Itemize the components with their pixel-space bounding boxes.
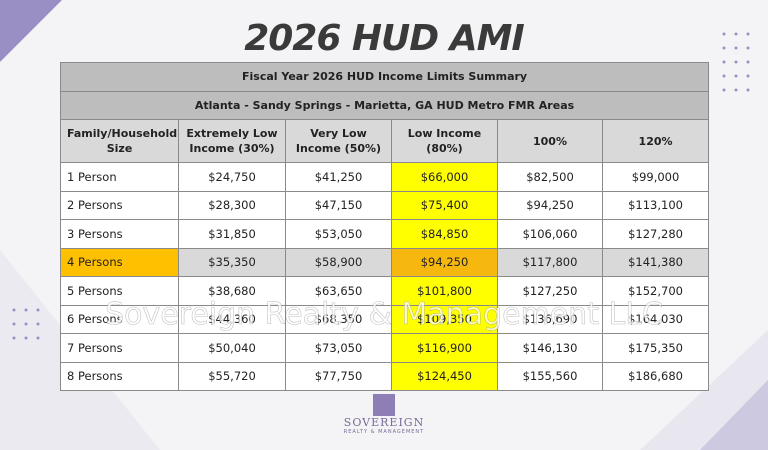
cell: $94,250 [497,190,603,220]
row-label: 7 Persons [60,333,179,363]
row-label: 3 Persons [60,219,179,249]
cell: $113,100 [601,190,710,220]
cell: $66,000 [391,162,498,192]
data-row: 8 Persons $55,720 $77,750 $124,450 $155,560 $… [60,361,710,391]
column-header: Family/Household Size [60,119,179,163]
row-label: 4 Persons [60,247,179,277]
corner-triangle [0,0,62,62]
cell: $164,030 [601,304,710,334]
row-label: 8 Persons [60,361,179,391]
cell: $155,560 [497,361,603,391]
row-label: 5 Persons [60,276,179,306]
row-label: 6 Persons [60,304,179,334]
data-row: 2 Persons $28,300 $47,150 $75,400 $94,250 $11… [60,190,710,220]
cell: $175,350 [601,333,710,363]
cell: $116,900 [391,333,498,363]
cell: $73,050 [285,333,392,363]
row-label: 1 Person [60,162,179,192]
caption-row: Atlanta - Sandy Springs - Marietta, GA H… [59,90,710,120]
cell: $94,250 [391,247,498,277]
cell: $75,400 [391,190,498,220]
cell: $31,850 [178,219,286,249]
cell: $186,680 [601,361,710,391]
cell: $50,040 [178,333,286,363]
column-header: Extremely Low Income (30%) [178,119,286,163]
cell: $38,680 [178,276,286,306]
cell: $28,300 [178,190,286,220]
cell: $152,700 [601,276,710,306]
cell: $146,130 [497,333,603,363]
data-row: 5 Persons $38,680 $63,650 $101,800 $127,250 $… [60,276,710,306]
cell: $35,350 [178,247,286,277]
cell: $77,750 [285,361,392,391]
cell: $106,060 [497,219,603,249]
data-row: 1 Person $24,750 $41,250 $66,000 $82,500 $99,… [60,162,710,192]
cell: $117,800 [497,247,603,277]
dot-pattern [12,32,750,340]
cell: $53,050 [285,219,392,249]
cell: $136,690 [497,304,603,334]
cell: $99,000 [601,162,710,192]
logo-tagline: REALTY & MANAGEMENT [343,429,425,435]
cell: $101,800 [391,276,498,306]
cell: $41,250 [285,162,392,192]
column-header: 120% [601,119,710,163]
cell: $127,280 [601,219,710,249]
cell: $63,650 [285,276,392,306]
column-header: 100% [497,119,603,163]
income-table: Fiscal Year 2026 HUD Income Limits Summa… [59,62,710,391]
cell: $24,750 [178,162,286,192]
data-row: 6 Persons $44,360 $68,350 $109,350 $136,690 $… [60,304,710,334]
data-row: 7 Persons $50,040 $73,050 $116,900 $146,130 $… [60,333,710,363]
table-caption: Fiscal Year 2026 HUD Income Limits Summa… [59,62,710,92]
data-row: 3 Persons $31,850 $53,050 $84,850 $106,060 $1… [60,219,710,249]
logo-icon [373,394,395,416]
cell: $84,850 [391,219,498,249]
column-header: Low Income (80%) [391,119,498,163]
cell: $47,150 [285,190,392,220]
logo: SOVEREIGN REALTY & MANAGEMENT [334,394,434,435]
table-subcaption: Atlanta - Sandy Springs - Marietta, GA H… [59,90,710,120]
data-row: 4 Persons $35,350 $58,900 $94,250 $117,800 $1… [60,247,710,277]
cell: $127,250 [497,276,603,306]
cell: $109,350 [391,304,498,334]
row-label: 2 Persons [60,190,179,220]
cell: $55,720 [178,361,286,391]
cell: $141,380 [601,247,710,277]
cell: $44,360 [178,304,286,334]
title: 2026 HUD AMI [244,18,525,59]
caption-row: Fiscal Year 2026 HUD Income Limits Summa… [59,62,710,92]
cell: $124,450 [391,361,498,391]
logo-name: SOVEREIGN [343,416,425,429]
cell: $58,900 [285,247,392,277]
header-row: Family/Household Size Extremely Low Incom… [60,119,710,163]
cell: $68,350 [285,304,392,334]
cell: $82,500 [497,162,603,192]
column-header: Very Low Income (50%) [285,119,392,163]
